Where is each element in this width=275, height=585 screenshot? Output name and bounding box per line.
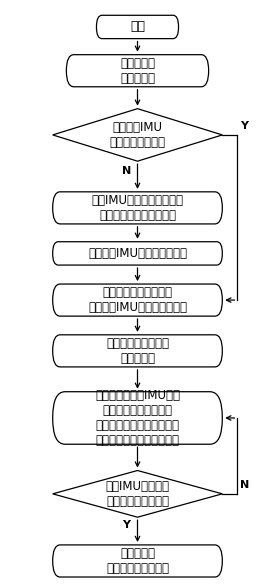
Text: 任意设定一个值（如零
度）作为IMU初始航向姿态角: 任意设定一个值（如零 度）作为IMU初始航向姿态角 bbox=[88, 286, 187, 314]
FancyBboxPatch shape bbox=[53, 284, 222, 316]
Text: 标定操作：控制IMU绕其
测量中心（或近似绕其
测量中心）在空间内旋转。
同时，实时进行数据处理。: 标定操作：控制IMU绕其 测量中心（或近似绕其 测量中心）在空间内旋转。 同时，… bbox=[95, 389, 180, 447]
Text: 惯性导航系
统开机预热: 惯性导航系 统开机预热 bbox=[120, 57, 155, 85]
Text: N: N bbox=[122, 166, 131, 176]
Polygon shape bbox=[53, 109, 222, 161]
Text: 保持IMU一小段时间（数秒
钟即可）的静态或准静态: 保持IMU一小段时间（数秒 钟即可）的静态或准静态 bbox=[92, 194, 183, 222]
FancyBboxPatch shape bbox=[53, 392, 222, 444]
Text: 标定完成。
获得待估传感器参数: 标定完成。 获得待估传感器参数 bbox=[106, 547, 169, 575]
FancyBboxPatch shape bbox=[53, 192, 222, 224]
Text: 待估IMU参数是否
已收敛至相应程度？: 待估IMU参数是否 已收敛至相应程度？ bbox=[106, 480, 169, 508]
Text: 开始: 开始 bbox=[130, 20, 145, 33]
Text: 近似计算IMU初始水平姿态角: 近似计算IMU初始水平姿态角 bbox=[88, 247, 187, 260]
FancyBboxPatch shape bbox=[66, 54, 209, 87]
FancyBboxPatch shape bbox=[53, 242, 222, 265]
FancyBboxPatch shape bbox=[97, 15, 178, 39]
Text: N: N bbox=[240, 480, 249, 490]
Text: Y: Y bbox=[240, 121, 248, 131]
Text: 是否已知IMU
初始水平姿态角？: 是否已知IMU 初始水平姿态角？ bbox=[109, 121, 166, 149]
FancyBboxPatch shape bbox=[53, 545, 222, 577]
Text: Y: Y bbox=[123, 520, 131, 530]
FancyBboxPatch shape bbox=[53, 335, 222, 367]
Text: 卡尔曼滤波器建模、
算法初始化: 卡尔曼滤波器建模、 算法初始化 bbox=[106, 337, 169, 365]
Polygon shape bbox=[53, 470, 222, 517]
